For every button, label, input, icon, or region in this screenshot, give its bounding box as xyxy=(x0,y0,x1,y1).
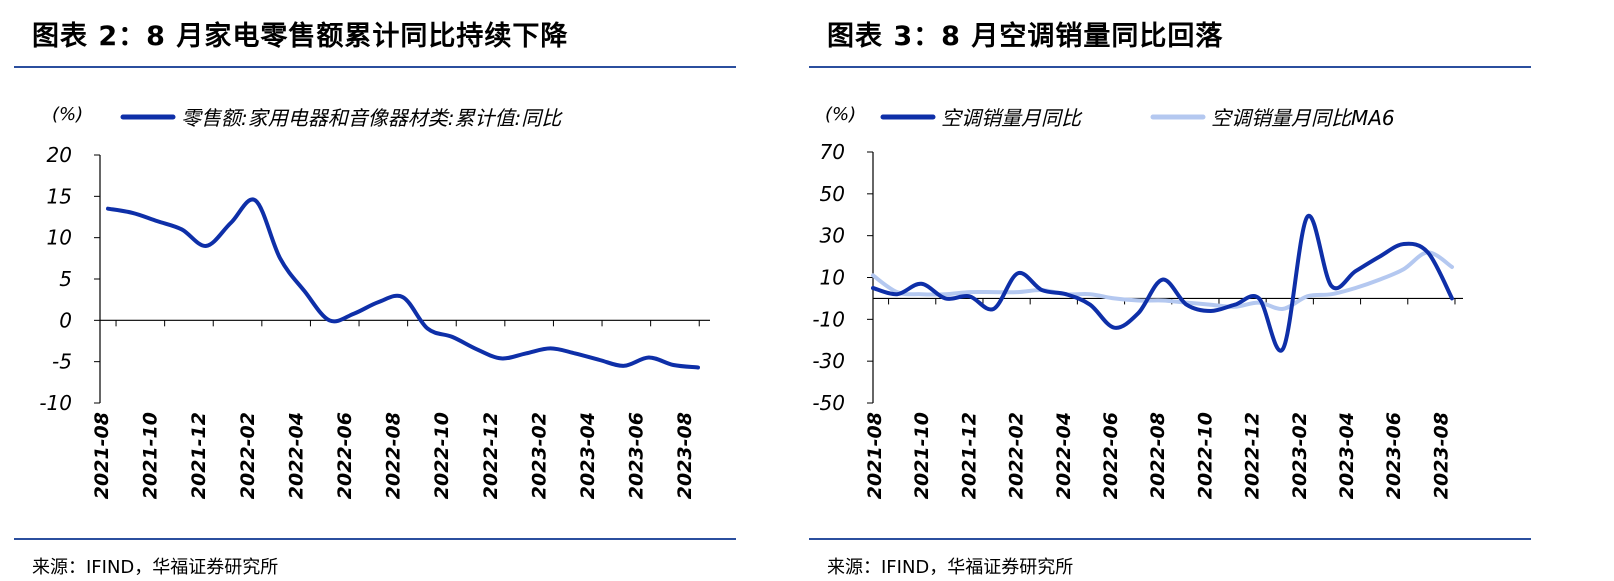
x-tick-label: 2023-02 xyxy=(1289,412,1311,499)
x-tick-label: 2022-02 xyxy=(1006,412,1028,499)
x-tick-label: 2023-06 xyxy=(626,412,648,499)
y-tick-label: 50 xyxy=(820,182,845,206)
x-tick-label: 2022-04 xyxy=(1053,412,1075,499)
source-rule xyxy=(809,538,1531,540)
x-tick-label: 2021-10 xyxy=(140,412,162,499)
x-tick-label: 2022-02 xyxy=(237,412,259,499)
x-tick-label: 2022-04 xyxy=(285,412,307,499)
x-tick-label: 2023-04 xyxy=(1336,412,1358,499)
x-tick-label: 2021-08 xyxy=(91,412,113,499)
chart-title: 图表 2：8 月家电零售额累计同比持续下降 xyxy=(32,21,569,52)
y-tick-label: -30 xyxy=(812,349,845,373)
series-line-1 xyxy=(106,197,700,370)
y-tick-label: 5 xyxy=(59,267,72,291)
y-tick-label: -50 xyxy=(812,391,845,415)
series-line-2 xyxy=(871,250,1454,311)
chart-panel-right: 图表 3：8 月空调销量同比回落 (%) 空调销量月同比 空调销量月同比MA6 70 5… xyxy=(795,0,1575,581)
x-tick-label: 2023-04 xyxy=(577,412,599,499)
x-tick-label: 2021-10 xyxy=(911,412,933,499)
source-note: 来源：IFIND，华福证券研究所 xyxy=(827,557,1074,578)
source-note: 来源：IFIND，华福证券研究所 xyxy=(32,557,279,578)
source-rule xyxy=(14,538,736,540)
y-tick-label: -10 xyxy=(812,307,845,331)
y-tick-label: 10 xyxy=(47,226,72,250)
y-tick-label: -5 xyxy=(52,350,72,374)
y-tick-label: 20 xyxy=(47,143,72,167)
x-tick-label: 2021-12 xyxy=(958,412,980,499)
y-tick-label: 0 xyxy=(59,308,72,332)
x-tick-label: 2022-10 xyxy=(431,412,453,499)
x-tick-label: 2022-06 xyxy=(1100,412,1122,499)
ac-sales-yoy-chart: (%) 空调销量月同比 空调销量月同比MA6 70 50 30 10 -10 -30 -50 202… xyxy=(812,104,1463,499)
y-tick-label: 70 xyxy=(820,140,845,164)
y-tick-label: 30 xyxy=(820,224,845,248)
x-tick-label: 2023-06 xyxy=(1383,412,1405,499)
x-tick-label: 2022-12 xyxy=(480,412,502,499)
x-tick-label: 2023-08 xyxy=(1430,412,1452,499)
y-tick-label: 15 xyxy=(47,184,72,208)
title-rule xyxy=(809,66,1531,68)
x-tick-label: 2022-12 xyxy=(1242,412,1264,499)
unit-label: (%) xyxy=(825,104,856,125)
x-tick-label: 2023-02 xyxy=(528,412,550,499)
x-tick-label: 2021-08 xyxy=(864,412,886,499)
retail-yoy-chart: (%) 零售额:家用电器和音像器材类:累计值:同比 20 15 10 5 0 -5 -10 202… xyxy=(39,104,710,499)
chart-title: 图表 3：8 月空调销量同比回落 xyxy=(827,21,1224,52)
y-tick-label: 10 xyxy=(820,266,845,290)
title-rule xyxy=(14,66,736,68)
x-tick-label: 2022-10 xyxy=(1194,412,1216,499)
x-tick-label: 2022-06 xyxy=(334,412,356,499)
legend-label: 空调销量月同比 xyxy=(941,106,1083,130)
legend-label: 空调销量月同比MA6 xyxy=(1211,106,1395,130)
y-tick-label: -10 xyxy=(39,391,72,415)
unit-label: (%) xyxy=(52,104,83,125)
x-tick-label: 2022-08 xyxy=(383,412,405,499)
chart-panel-left: 图表 2：8 月家电零售额累计同比持续下降 (%) 零售额:家用电器和音像器材类:… xyxy=(0,0,780,581)
legend-label: 零售额:家用电器和音像器材类:累计值:同比 xyxy=(181,106,563,130)
x-tick-label: 2023-08 xyxy=(674,412,696,499)
x-tick-label: 2021-12 xyxy=(188,412,210,499)
series-line-1 xyxy=(871,213,1454,353)
x-tick-label: 2022-08 xyxy=(1147,412,1169,499)
